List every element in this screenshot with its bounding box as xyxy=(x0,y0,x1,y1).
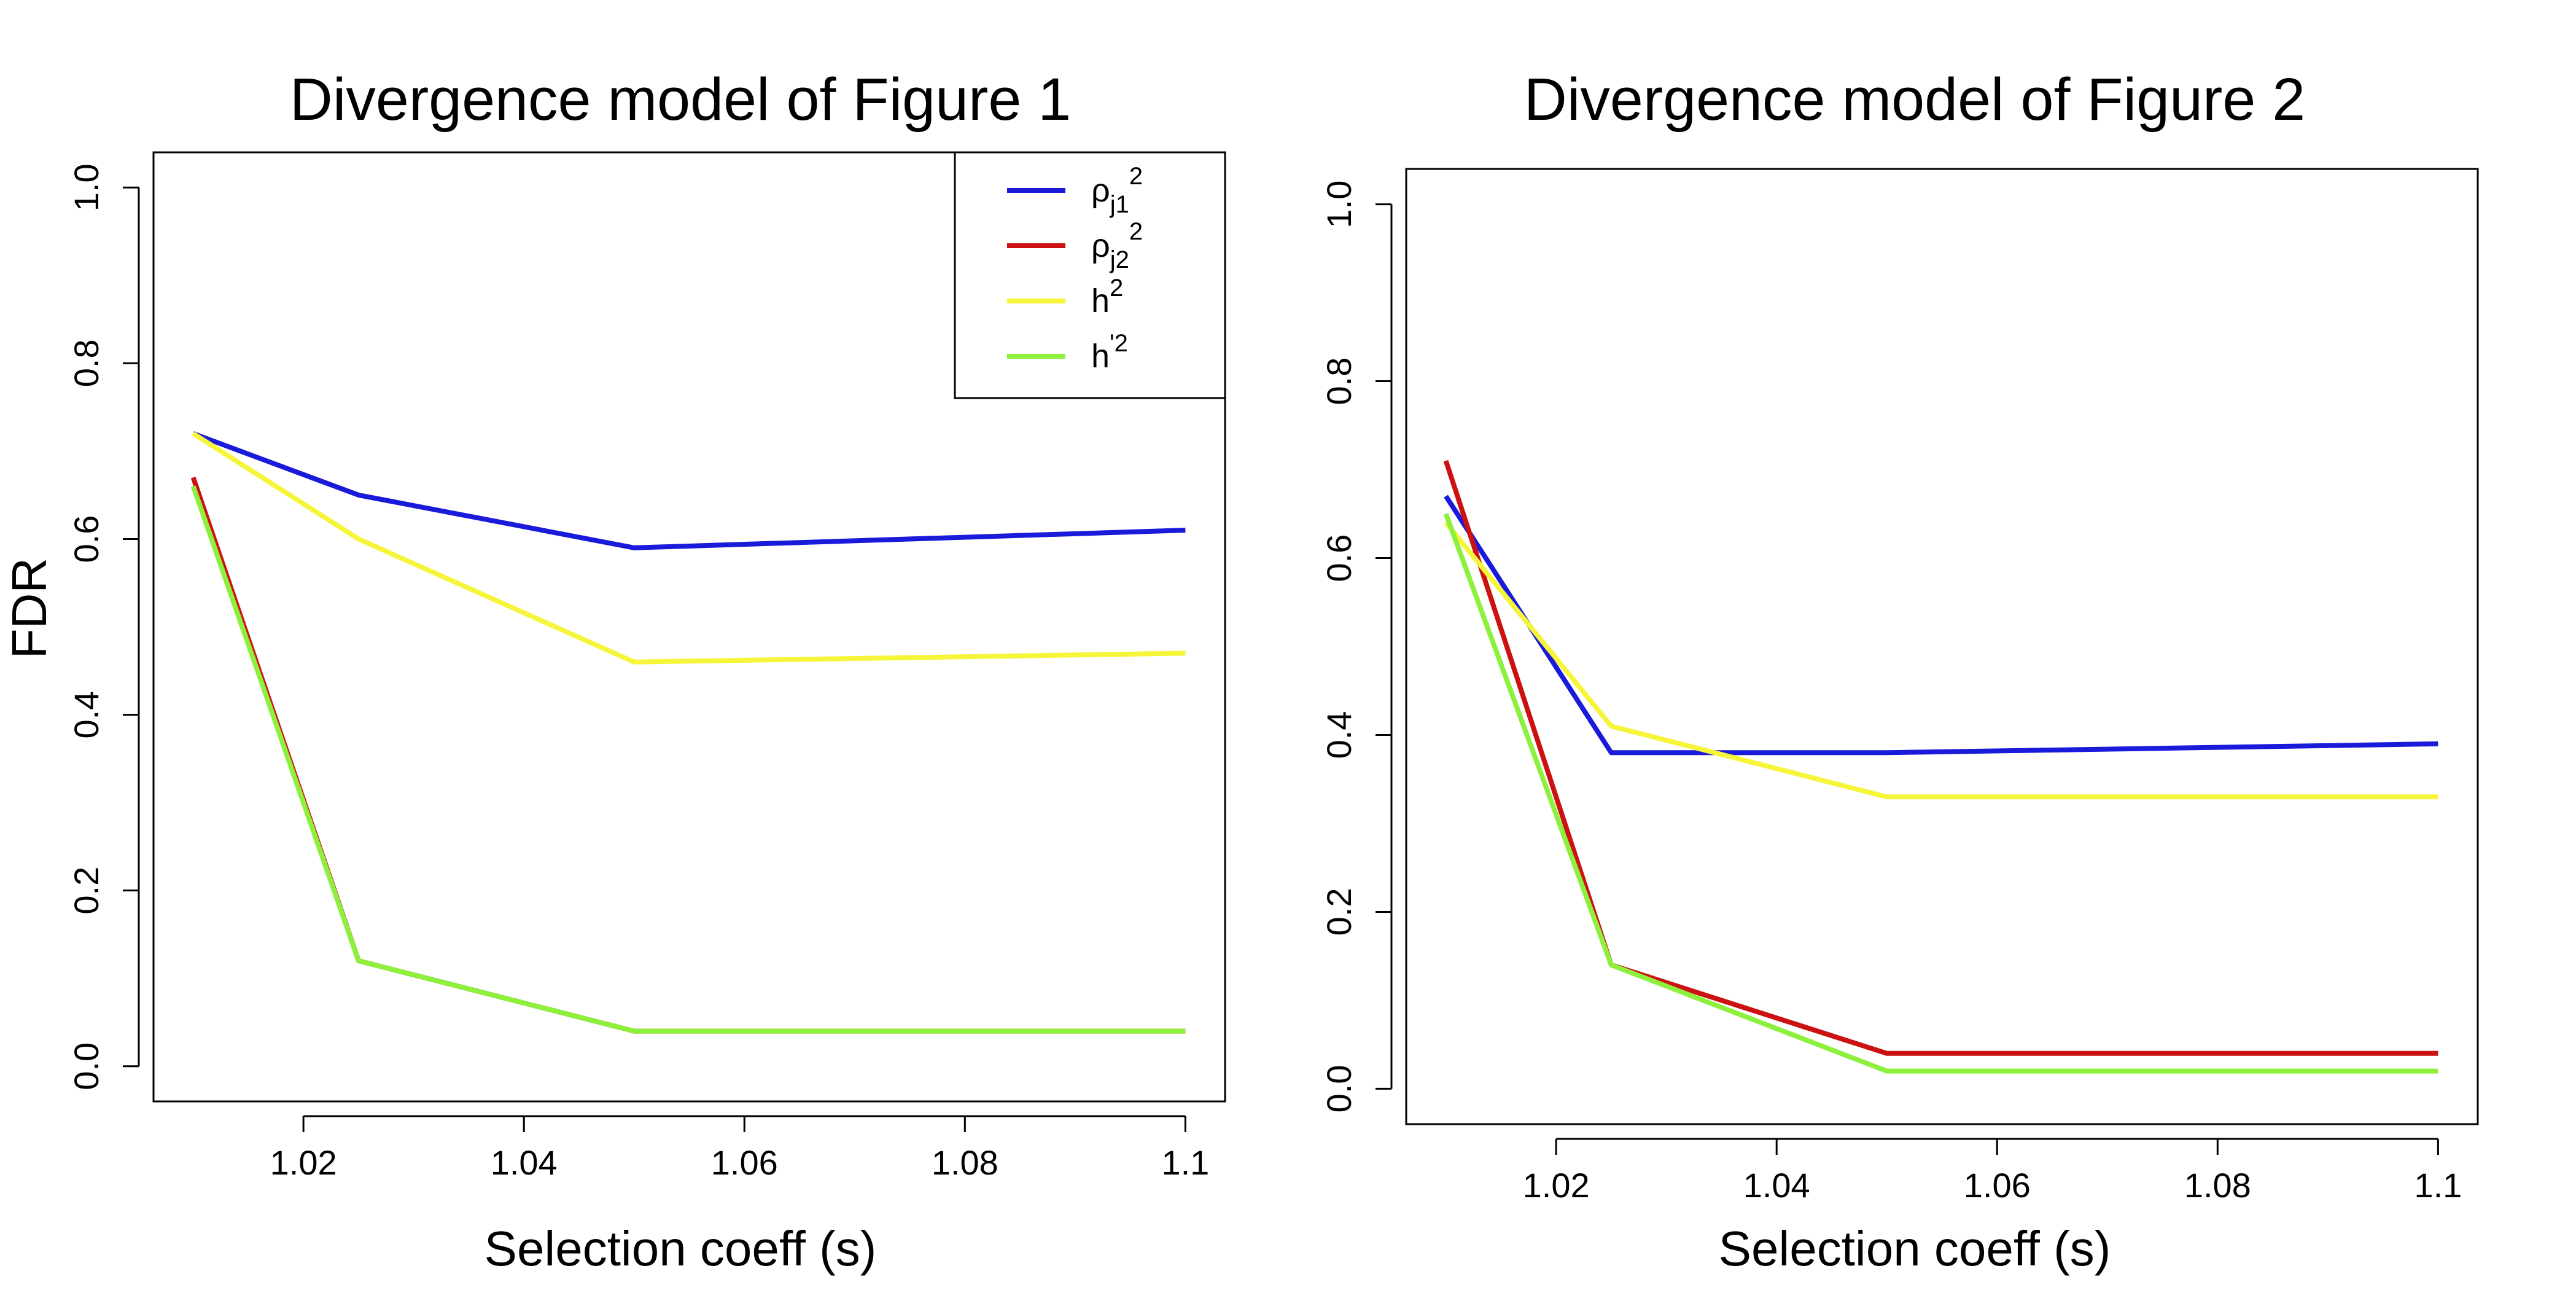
legend-box xyxy=(954,151,1226,399)
chart-title: Divergence model of Figure 2 xyxy=(1524,66,2305,133)
y-tick-label: 0.8 xyxy=(1320,358,1358,405)
axis-ticks: 1.02 1.04 1.06 1.08 1.1 0.0 0.2 0.4 0.6 0.8 1.0 xyxy=(67,163,1209,1182)
series-lines xyxy=(1443,459,2438,1074)
legend-label-h: h2 xyxy=(1091,275,1123,319)
y-tick-label: 0.6 xyxy=(67,515,106,563)
x-tick-label: 1.08 xyxy=(2184,1166,2251,1205)
x-tick-label: 1.04 xyxy=(491,1143,558,1182)
x-axis-label: Selection coeff (s) xyxy=(484,1221,877,1276)
x-tick-label: 1.02 xyxy=(1523,1166,1590,1205)
chart-panel-1: Divergence model of Figure 1 Selection c… xyxy=(2,66,1226,1276)
series-line-rho1 xyxy=(1444,495,2438,756)
axis-ticks: 1.02 1.04 1.06 1.08 1.1 0.0 0.2 0.4 0.6 0.8 1.0 xyxy=(1320,181,2462,1205)
x-axis-label: Selection coeff (s) xyxy=(1719,1221,2111,1276)
chart-title: Divergence model of Figure 1 xyxy=(290,66,1071,133)
y-tick-label: 1.0 xyxy=(1320,181,1358,229)
y-axis-label: FDR xyxy=(2,558,56,659)
y-tick-label: 0.2 xyxy=(1320,888,1358,936)
plot-frame xyxy=(1405,168,2479,1125)
y-tick-label: 0.4 xyxy=(1320,711,1358,759)
series-line-hp xyxy=(1443,513,2438,1074)
y-tick-label: 0.0 xyxy=(67,1042,106,1090)
legend-label-hp: h'2 xyxy=(1091,330,1128,375)
y-tick-label: 0.6 xyxy=(1320,534,1358,582)
series-line-h xyxy=(1444,521,2438,800)
x-tick-label: 1.1 xyxy=(2414,1166,2462,1205)
series-line-h xyxy=(192,431,1186,665)
x-tick-label: 1.04 xyxy=(1743,1166,1810,1205)
x-tick-label: 1.02 xyxy=(270,1143,337,1182)
x-tick-label: 1.08 xyxy=(932,1143,998,1182)
x-tick-label: 1.06 xyxy=(711,1143,778,1182)
series-line-hp xyxy=(190,485,1186,1034)
chart-panel-2: Divergence model of Figure 2 Selection c… xyxy=(1320,66,2479,1276)
y-tick-label: 0.0 xyxy=(1320,1065,1358,1112)
x-tick-label: 1.1 xyxy=(1161,1143,1209,1182)
series-lines xyxy=(190,431,1186,1034)
series-line-rho2 xyxy=(1443,459,2438,1056)
plot-frame xyxy=(152,151,1226,1103)
y-tick-label: 0.8 xyxy=(67,339,106,387)
y-tick-label: 1.0 xyxy=(67,163,106,211)
x-tick-label: 1.06 xyxy=(1964,1166,2031,1205)
series-line-rho2 xyxy=(190,477,1186,1034)
y-tick-label: 0.2 xyxy=(67,867,106,915)
series-line-rho1 xyxy=(192,431,1186,550)
y-tick-label: 0.4 xyxy=(67,691,106,739)
